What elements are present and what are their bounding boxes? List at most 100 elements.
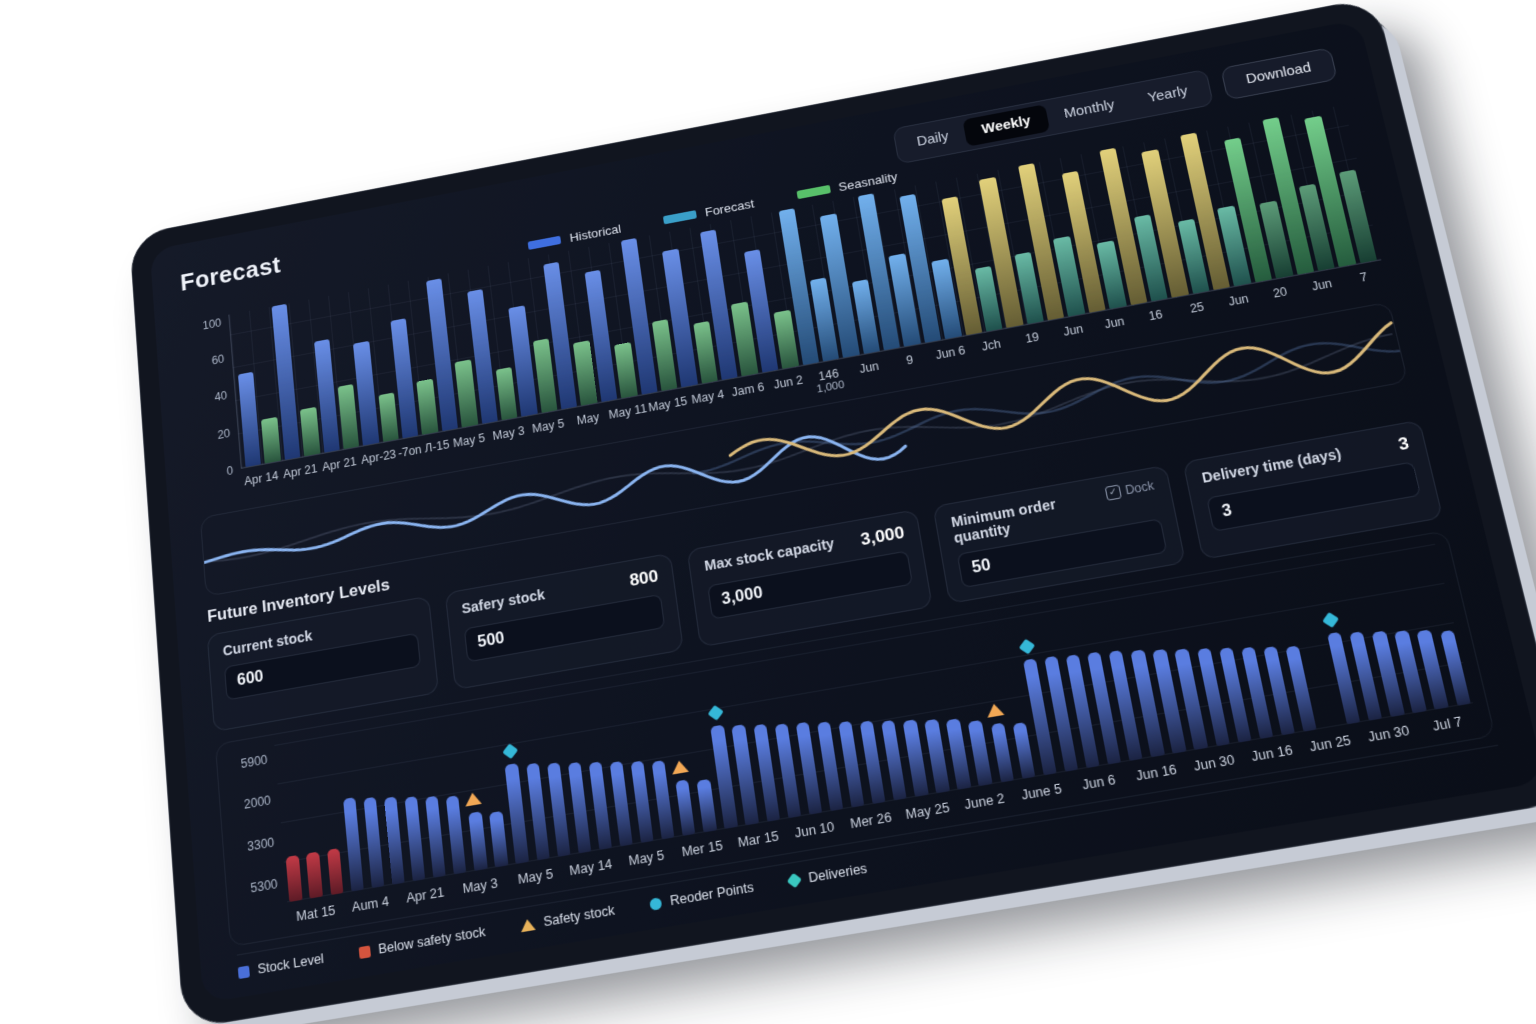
stock-level-bar: [425, 795, 446, 878]
x-tick: Apr-23: [360, 446, 397, 467]
card-corner-value: 3,000: [859, 522, 906, 549]
y-tick: 100: [202, 316, 222, 333]
stock-level-bar: [363, 796, 385, 889]
legend-label: Safety stock: [542, 902, 616, 930]
diamond-swatch-icon: [787, 872, 803, 888]
forecast-bar: [300, 406, 320, 456]
below-safety-bar: [286, 855, 303, 902]
tab-monthly[interactable]: Monthly: [1062, 97, 1116, 122]
forecast-bar: [416, 378, 439, 435]
stock-level-bar: [404, 796, 426, 882]
y-tick: 3300: [246, 834, 275, 854]
x-tick: Jun 25: [1308, 732, 1353, 755]
stock-level-bar: [446, 795, 467, 875]
x-tick: June 5: [1020, 781, 1063, 803]
stock-level-bar: [342, 797, 364, 892]
x-tick: Jun 30: [1366, 723, 1411, 745]
safety-triangle-marker: [464, 791, 483, 807]
legend-label: Reoder Points: [669, 879, 755, 909]
dock-checkbox[interactable]: ✓ Dock: [1104, 478, 1156, 501]
legend-item-safety-stock: Safety stock: [519, 902, 616, 934]
x-tick: Mer 15: [680, 838, 724, 860]
y-tick: 40: [214, 389, 228, 405]
legend-label: Below safety stock: [377, 924, 487, 957]
legend-item-deliveries: Deliveries: [787, 860, 869, 889]
x-tick: Jun: [1103, 314, 1126, 331]
forecast-bar: [337, 384, 360, 449]
x-tick: Jam 6: [730, 379, 766, 399]
x-tick: Apr 21: [282, 461, 318, 481]
x-tick: May 11: [607, 401, 648, 422]
legend-item-reoder-points: Reoder Points: [649, 879, 755, 912]
dashboard-screen: Forecast Daily Weekly Monthly Yearly Downlo…: [149, 19, 1536, 1004]
y-tick: 0: [226, 463, 234, 478]
x-tick: May 5: [452, 430, 486, 450]
x-tick: -7on Л-15: [397, 437, 450, 460]
tab-weekly[interactable]: Weekly: [962, 104, 1051, 147]
y-tick: 60: [211, 352, 225, 368]
forecast-bar: [614, 342, 638, 398]
x-tick: May 5: [531, 416, 565, 436]
square-swatch-icon: [358, 944, 371, 959]
x-tick: Apr 14: [243, 468, 279, 488]
x-tick: June 2: [963, 790, 1006, 813]
stock-level-bar: [489, 810, 509, 868]
x-tick: Mar 15: [736, 828, 780, 851]
download-button[interactable]: Download: [1219, 47, 1338, 101]
dock-label: Dock: [1123, 478, 1156, 498]
below-safety-bar: [326, 848, 344, 896]
y-tick: 2000: [243, 793, 272, 813]
x-tick-sub: 1,000: [815, 378, 846, 396]
tab-yearly[interactable]: Yearly: [1146, 83, 1190, 106]
safety-triangle-marker: [985, 702, 1005, 718]
x-tick: 7: [1358, 269, 1369, 285]
legend-swatch-icon: [528, 235, 562, 251]
x-tick: May 5: [627, 847, 666, 869]
x-tick: Aum 4: [351, 893, 390, 915]
x-tick: 16: [1147, 307, 1164, 323]
x-tick: May 5: [516, 866, 554, 888]
x-tick: 146 1,000: [807, 364, 851, 396]
x-tick: May 3: [491, 423, 526, 443]
y-tick: 5900: [240, 752, 268, 771]
stock-level-bar: [468, 811, 488, 871]
x-tick: Jun: [1227, 291, 1250, 309]
x-tick: Jun 30: [1192, 752, 1236, 775]
legend-item-stock-level: Stock Level: [237, 951, 324, 980]
x-tick: Jun 10: [793, 819, 836, 841]
x-tick: May 15: [647, 393, 689, 415]
x-tick: Apr 21: [405, 884, 445, 906]
tablet-device-frame: Forecast Daily Weekly Monthly Yearly Downlo…: [129, 0, 1536, 1024]
x-tick: Jun 6: [1081, 772, 1117, 793]
legend-swatch-icon: [662, 210, 697, 225]
stock-level-bar: [696, 778, 717, 833]
x-tick: Jun 6: [934, 343, 967, 362]
tab-daily[interactable]: Daily: [915, 129, 950, 150]
x-tick: Mer 26: [849, 809, 893, 832]
stock-level-bar: [383, 796, 405, 885]
square-swatch-icon: [237, 964, 250, 979]
x-tick: 20: [1271, 284, 1289, 301]
safety-triangle-marker: [671, 759, 690, 775]
circle-swatch-icon: [649, 896, 663, 911]
x-tick: 9: [905, 352, 915, 368]
x-tick: Jun 16: [1250, 742, 1295, 765]
card-corner-value: 3: [1396, 433, 1411, 454]
delivery-diamond-marker: [501, 743, 518, 760]
x-tick: Jun: [1062, 321, 1085, 339]
x-tick: Jun: [1310, 276, 1334, 294]
x-tick: May 14: [568, 856, 614, 879]
triangle-swatch-icon: [519, 917, 536, 932]
legend-label: Deliveries: [807, 860, 869, 886]
x-tick: May 25: [904, 800, 951, 823]
card-label-safery-stock: Safery stock: [460, 586, 546, 617]
checkbox-icon[interactable]: ✓: [1104, 484, 1122, 501]
delivery-diamond-marker: [707, 704, 724, 721]
delivery-diamond-marker: [1322, 612, 1340, 629]
x-tick: Apr 21: [321, 454, 358, 474]
x-tick: May 4: [690, 387, 725, 407]
forecast-bar: [573, 340, 598, 406]
x-tick: 25: [1188, 299, 1206, 316]
forecast-bar: [237, 371, 262, 467]
